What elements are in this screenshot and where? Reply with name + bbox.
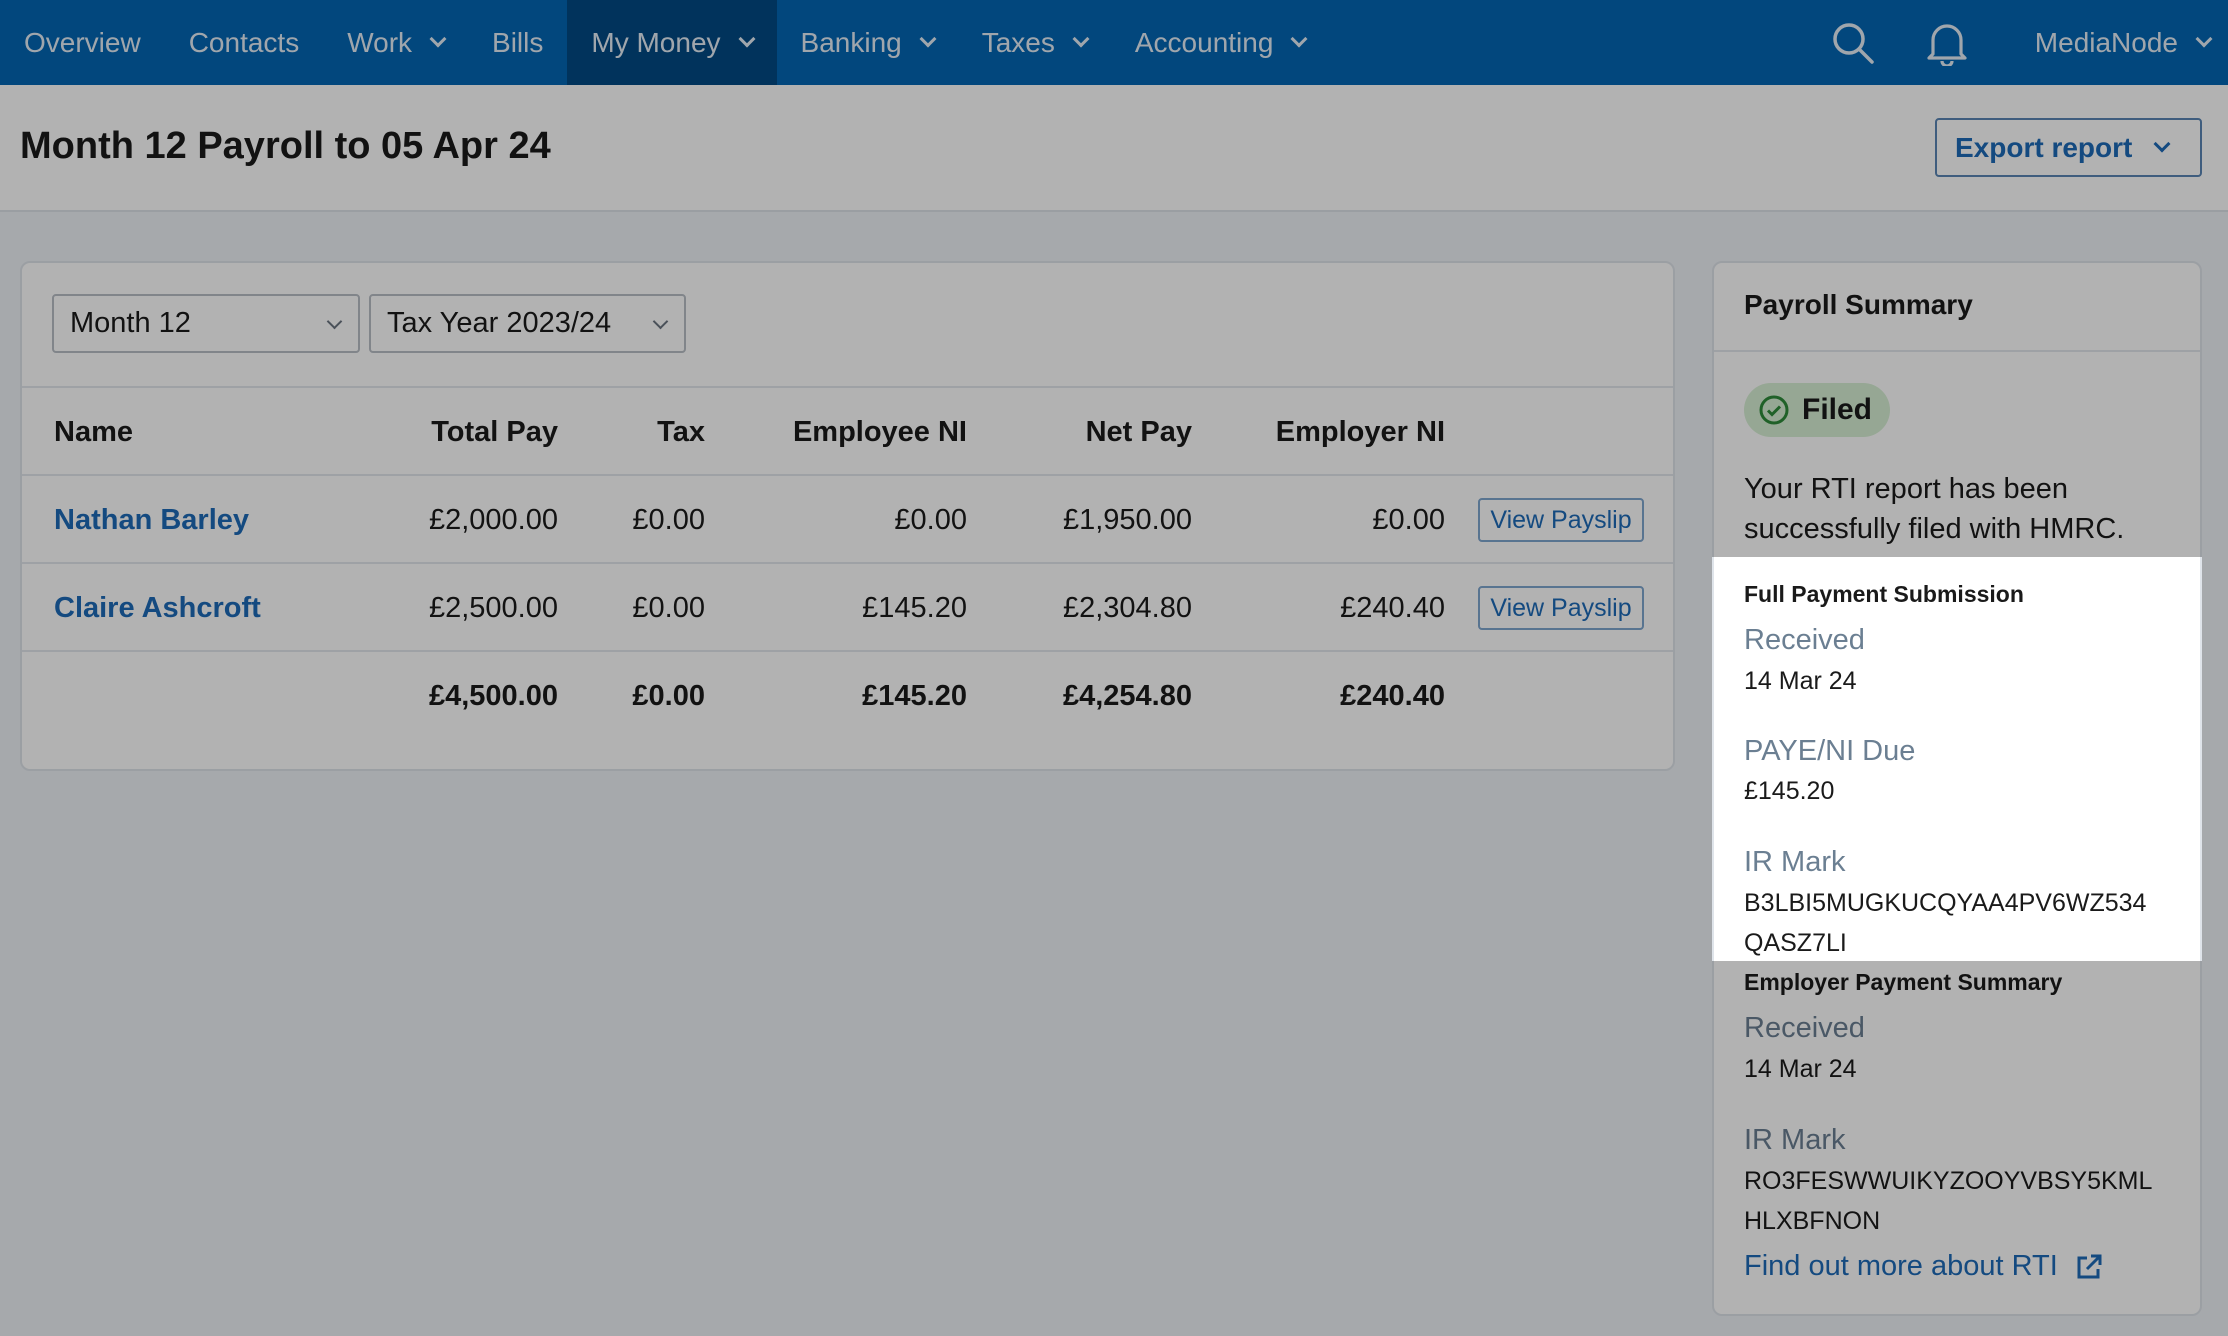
- total-pay: £2,500.00: [428, 591, 558, 624]
- payroll-table-card: Month 12 Tax Year 2023/24 Name Total Pay…: [20, 261, 1675, 771]
- employer-ni: £0.00: [1372, 503, 1445, 536]
- message-line: Your RTI report has been: [1744, 473, 2069, 505]
- period-value: Month 12: [70, 307, 191, 339]
- chevron-down-icon: [2195, 30, 2213, 47]
- rti-info-link[interactable]: Find out more about RTI: [1744, 1250, 2104, 1283]
- status-badge: Filed: [1744, 383, 1890, 437]
- tax: £0.00: [632, 591, 705, 624]
- chevron-down-icon: [326, 313, 343, 330]
- chevron-down-icon: [429, 30, 447, 47]
- eps-ir-mark: RO3FESWWUIKYZOOYVBSY5KML HLXBFNON: [1744, 1161, 2152, 1241]
- chevron-down-icon: [919, 30, 937, 47]
- net-pay: £1,950.00: [1062, 503, 1192, 536]
- nav-taxes[interactable]: Taxes: [958, 0, 1111, 85]
- column-header: Total Pay: [431, 415, 558, 448]
- view-payslip-button[interactable]: View Payslip: [1478, 498, 1644, 542]
- totals-row: £4,500.00 £0.00 £145.20 £4,254.80 £240.4…: [22, 650, 1673, 738]
- nav-label: Work: [347, 26, 413, 58]
- export-label: Export report: [1955, 131, 2133, 163]
- column-header: Name: [54, 415, 133, 448]
- net-pay-total: £4,254.80: [1062, 679, 1192, 712]
- eps-received-date: 14 Mar 24: [1744, 1055, 1857, 1083]
- account-menu[interactable]: MediaNode: [2011, 0, 2228, 85]
- nav-label: My Money: [591, 26, 721, 58]
- net-pay: £2,304.80: [1062, 591, 1192, 624]
- table-row: Nathan Barley £2,000.00 £0.00 £0.00 £1,9…: [22, 474, 1673, 562]
- paye-due-value: £145.20: [1744, 777, 1835, 805]
- fps-ir-mark-label: IR Mark: [1744, 846, 1846, 878]
- column-header: Employer NI: [1275, 415, 1445, 448]
- tax-year-select[interactable]: Tax Year 2023/24: [369, 294, 686, 353]
- nav-work[interactable]: Work: [323, 0, 468, 85]
- page-title: Month 12 Payroll to 05 Apr 24: [20, 125, 551, 167]
- tax-total: £0.00: [632, 679, 705, 712]
- eps-title: Employer Payment Summary: [1744, 969, 2063, 995]
- nav-label: Contacts: [188, 26, 300, 58]
- top-nav: Overview Contacts Work Bills My Money Ba…: [0, 0, 2228, 85]
- nav-label: Banking: [800, 26, 902, 58]
- eps-ir-mark-label: IR Mark: [1744, 1124, 1846, 1156]
- nav-banking[interactable]: Banking: [777, 0, 958, 85]
- employee-link[interactable]: Nathan Barley: [54, 503, 250, 536]
- total-pay: £2,000.00: [428, 503, 558, 536]
- chevron-down-icon: [738, 30, 756, 47]
- bell-icon[interactable]: [1917, 13, 1977, 73]
- chevron-down-icon: [1290, 30, 1308, 47]
- employer-ni: £240.40: [1340, 591, 1445, 624]
- nav-contacts[interactable]: Contacts: [165, 0, 324, 85]
- payroll-summary-panel: Payroll Summary Filed Your RTI report ha…: [1712, 261, 2202, 1316]
- employee-ni-total: £145.20: [862, 679, 967, 712]
- employee-ni: £145.20: [862, 591, 967, 624]
- table-row: Claire Ashcroft £2,500.00 £0.00 £145.20 …: [22, 562, 1673, 650]
- employee-link[interactable]: Claire Ashcroft: [54, 591, 261, 624]
- nav-label: Accounting: [1134, 26, 1274, 58]
- tax-year-value: Tax Year 2023/24: [387, 307, 612, 339]
- paye-due-label: PAYE/NI Due: [1744, 735, 1916, 767]
- export-report-button[interactable]: Export report: [1935, 118, 2202, 177]
- nav-accounting[interactable]: Accounting: [1111, 0, 1330, 85]
- status-text: Filed: [1802, 393, 1873, 426]
- table-header: Name Total Pay Tax Employee NI Net Pay E…: [22, 386, 1673, 474]
- column-header: Net Pay: [1085, 415, 1192, 448]
- search-icon[interactable]: [1823, 13, 1883, 73]
- column-header: Employee NI: [792, 415, 967, 448]
- nav-bills[interactable]: Bills: [468, 0, 567, 85]
- column-header: Tax: [657, 415, 705, 448]
- tax: £0.00: [632, 503, 705, 536]
- total-pay-total: £4,500.00: [428, 679, 558, 712]
- ir-mark-line: HLXBFNON: [1744, 1207, 1881, 1235]
- employer-ni-total: £240.40: [1340, 679, 1445, 712]
- check-circle-icon: [1759, 395, 1789, 425]
- external-link-icon: [2077, 1254, 2102, 1278]
- nav-overview[interactable]: Overview: [0, 0, 165, 85]
- eps-received-label: Received: [1744, 1012, 1865, 1044]
- fps-received-date: 14 Mar 24: [1744, 667, 1857, 695]
- employee-ni: £0.00: [894, 503, 967, 536]
- filed-message: Your RTI report has been successfully fil…: [1744, 469, 2124, 549]
- nav-my-money[interactable]: My Money: [567, 0, 777, 85]
- chevron-down-icon: [2153, 135, 2171, 152]
- ir-mark-line: B3LBI5MUGKUCQYAA4PV6WZ534: [1744, 889, 2147, 917]
- nav-label: Taxes: [981, 26, 1055, 58]
- fps-received-label: Received: [1744, 624, 1865, 656]
- ir-mark-line: RO3FESWWUIKYZOOYVBSY5KML: [1744, 1167, 2153, 1195]
- period-select[interactable]: Month 12: [52, 294, 360, 353]
- chevron-down-icon: [652, 313, 669, 330]
- ir-mark-line: QASZ7LI: [1744, 929, 1847, 957]
- nav-label: Bills: [492, 26, 544, 58]
- view-payslip-button[interactable]: View Payslip: [1478, 586, 1644, 630]
- fps-title: Full Payment Submission: [1744, 581, 2024, 607]
- chevron-down-icon: [1072, 30, 1090, 47]
- panel-title: Payroll Summary: [1714, 263, 2200, 352]
- nav-label: Overview: [24, 26, 141, 58]
- message-line: successfully filed with HMRC.: [1744, 513, 2125, 545]
- page-header: Month 12 Payroll to 05 Apr 24 Export rep…: [0, 85, 2228, 212]
- account-name: MediaNode: [2034, 26, 2178, 58]
- rti-link-text: Find out more about RTI: [1744, 1250, 2058, 1282]
- fps-ir-mark: B3LBI5MUGKUCQYAA4PV6WZ534 QASZ7LI: [1744, 883, 2146, 963]
